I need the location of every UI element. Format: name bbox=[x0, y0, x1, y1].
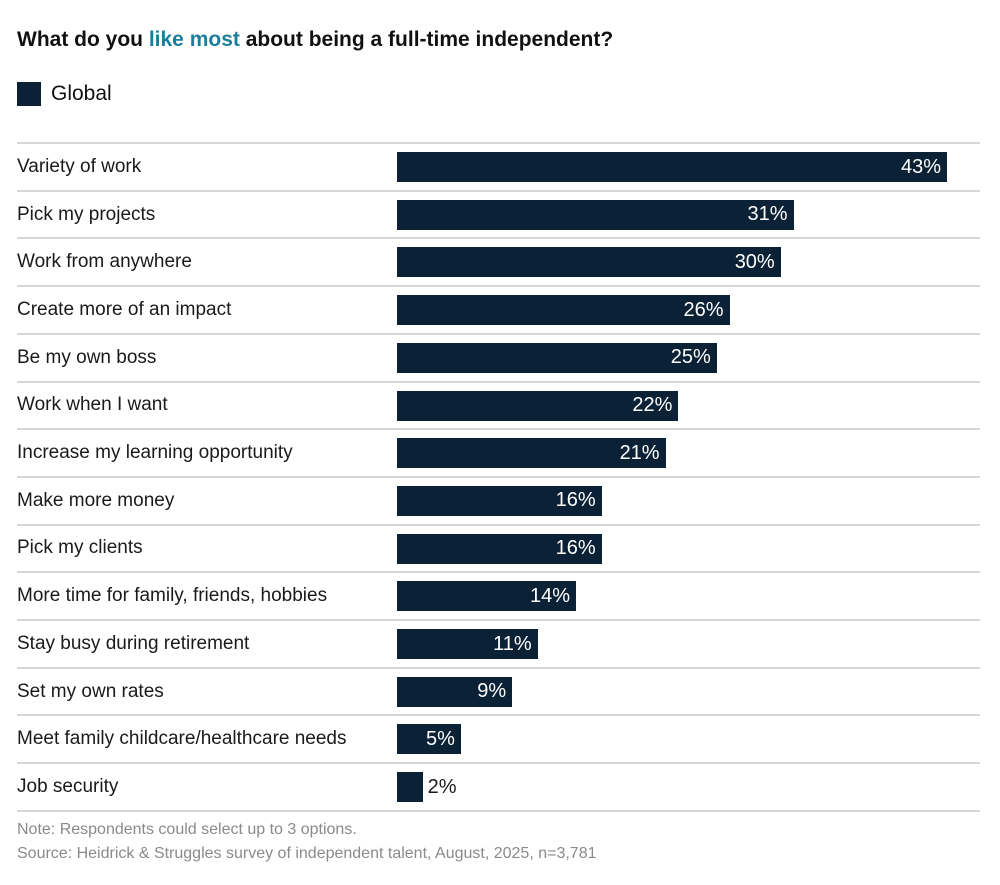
legend: Global bbox=[17, 82, 112, 106]
category-label: Pick my clients bbox=[17, 537, 143, 559]
bar bbox=[397, 533, 602, 564]
data-label: 11% bbox=[493, 632, 532, 655]
bar-row: Increase my learning opportunity 21% bbox=[17, 428, 980, 476]
legend-label: Global bbox=[51, 82, 112, 105]
bar-row: Job security 2% bbox=[17, 762, 980, 812]
data-label: 30% bbox=[734, 250, 775, 273]
data-label: 22% bbox=[632, 394, 673, 416]
data-label: 26% bbox=[683, 298, 724, 321]
bar-row: Stay busy during retirement 11% bbox=[17, 619, 980, 667]
bar-row: Work when I want 22% bbox=[17, 380, 980, 429]
legend-swatch bbox=[17, 82, 41, 106]
bar-row: Create more of an impact 26% bbox=[17, 285, 980, 333]
data-label: 25% bbox=[670, 346, 711, 369]
data-label: 5% bbox=[426, 727, 455, 750]
bar bbox=[397, 724, 461, 755]
bar bbox=[397, 676, 513, 707]
category-label: Stay busy during retirement bbox=[17, 632, 250, 654]
category-label: Make more money bbox=[17, 489, 175, 511]
data-label: 2% bbox=[427, 775, 457, 798]
bar bbox=[397, 438, 666, 469]
bar bbox=[397, 152, 947, 182]
bar-row: More time for family, friends, hobbies 14… bbox=[17, 571, 980, 619]
bar-row: Variety of work 43% bbox=[17, 142, 980, 190]
title-highlight: like most bbox=[148, 28, 240, 51]
bar bbox=[397, 485, 602, 516]
bar-row: Make more money 16% bbox=[17, 475, 980, 524]
category-label: Variety of work bbox=[17, 155, 142, 177]
note: Note: Respondents could select up to 3 o… bbox=[17, 821, 357, 838]
bar bbox=[397, 199, 794, 230]
category-label: Work from anywhere bbox=[17, 251, 192, 273]
bar-row: Meet family childcare/healthcare needs 5% bbox=[17, 714, 980, 762]
bar-row: Pick my projects 31% bbox=[17, 189, 980, 238]
category-label: More time for family, friends, hobbies bbox=[17, 585, 328, 607]
bar bbox=[397, 247, 781, 278]
category-label: Set my own rates bbox=[17, 680, 164, 702]
bar bbox=[397, 629, 538, 659]
category-label: Meet family childcare/healthcare needs bbox=[17, 728, 347, 750]
data-label: 31% bbox=[747, 203, 788, 226]
title-part: What do you bbox=[17, 28, 149, 51]
data-label: 43% bbox=[900, 155, 941, 178]
bar-row: Set my own rates 9% bbox=[17, 666, 980, 715]
data-label: 16% bbox=[555, 489, 596, 512]
bar bbox=[397, 390, 679, 421]
category-label: Be my own boss bbox=[17, 346, 157, 368]
data-label: 14% bbox=[530, 584, 571, 607]
category-label: Increase my learning opportunity bbox=[17, 442, 293, 464]
bar bbox=[397, 581, 577, 612]
category-label: Work when I want bbox=[17, 394, 168, 416]
title-part: about being a full-time independent? bbox=[239, 28, 614, 51]
data-label: 16% bbox=[555, 537, 596, 560]
data-label: 9% bbox=[477, 680, 507, 703]
bar-row: Be my own boss 25% bbox=[17, 332, 980, 381]
bar-row: Work from anywhere 30% bbox=[17, 237, 980, 285]
category-label: Create more of an impact bbox=[17, 298, 232, 320]
source: Source: Heidrick & Struggles survey of i… bbox=[17, 845, 597, 862]
bar bbox=[397, 295, 730, 326]
category-label: Pick my projects bbox=[17, 203, 156, 225]
bar bbox=[397, 342, 717, 373]
category-label: Job security bbox=[17, 775, 119, 797]
bar bbox=[397, 772, 423, 803]
chart-title: What do you like most about being a full… bbox=[17, 28, 613, 52]
bar-row: Pick my clients 16% bbox=[17, 523, 980, 572]
data-label: 21% bbox=[619, 441, 660, 464]
